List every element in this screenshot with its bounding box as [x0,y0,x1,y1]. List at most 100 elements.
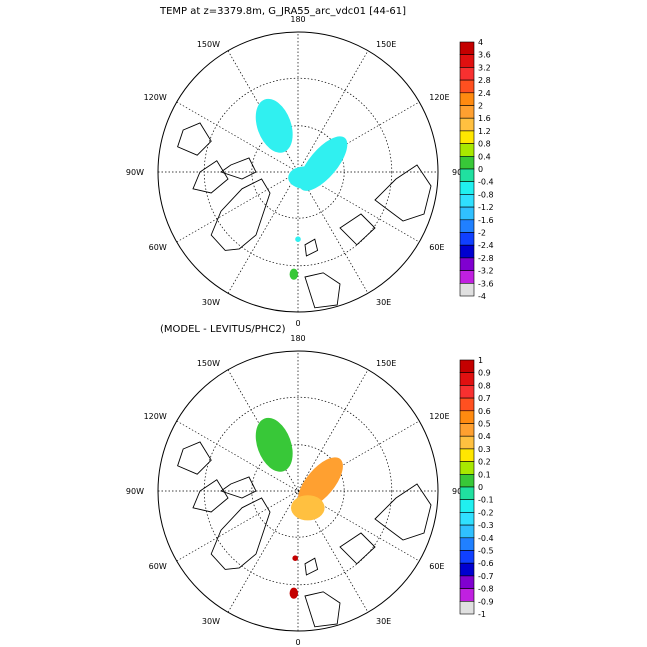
map-panel-2: 180 0 90W 90E 150W 150E 120W 120E 60W 60E 30W 30E 1 0… [126,334,494,647]
colorbar-box [459,67,475,81]
colorbar-tick-label: 1.6 [478,114,491,123]
colorbar-tick-label: 4 [478,38,483,47]
colorbar-box [459,512,475,526]
colorbar-tick-label: -0.4 [478,534,494,543]
longitude-label: 90E [452,487,467,496]
colorbar-tick-label: -3.6 [478,279,494,288]
colorbar-tick-label: -1 [478,610,486,619]
colorbar-tick-label: -0.5 [478,547,494,556]
colorbar-box [459,156,475,170]
coastline [304,238,319,257]
longitude-label: 90W [126,168,144,177]
colorbar-box [459,499,475,513]
colorbar-tick-label: 3.6 [478,51,491,60]
data-patch [289,268,298,280]
data-patch [255,417,293,472]
longitude-label: 60E [429,562,444,571]
colorbar-box [459,550,475,564]
colorbar-tick-label: 0 [478,165,483,174]
coastline [339,532,376,565]
colorbar-box [459,206,475,221]
colorbar-box [459,600,475,615]
colorbar-tick-label: 0.9 [478,369,491,378]
longitude-label: 150E [376,359,396,368]
longitude-label: 180 [290,334,305,343]
colorbar-box [459,270,475,284]
colorbar-tick-label: 0.3 [478,445,491,454]
colorbar-tick-label: -0.9 [478,597,494,606]
coastline [192,160,229,194]
colorbar-box [459,181,475,195]
coastline [374,483,432,541]
colorbar-tick-label: -0.8 [478,190,494,199]
coastline [210,178,271,251]
meridian-line [227,369,369,613]
colorbar-box [459,524,475,539]
colorbar-box [459,244,475,259]
colorbar-tick-label: 0.1 [478,470,491,479]
colorbar-box [459,143,475,157]
colorbar-box [459,168,475,182]
longitude-label: 90E [452,168,467,177]
colorbar-tick-label: -0.2 [478,508,494,517]
colorbar-tick-label: -1.2 [478,203,494,212]
coastline [304,557,319,576]
colorbar-box [459,385,475,399]
longitude-label: 150E [376,40,396,49]
longitude-label: 0 [295,319,300,328]
colorbar-tick-label: -0.7 [478,572,494,581]
coastline [192,479,229,513]
longitude-label: 180 [290,15,305,24]
longitude-label: 150W [197,359,220,368]
colorbar-box [459,54,475,68]
colorbar-tick-label: 0 [478,483,483,492]
colorbar-tick-label: -1.6 [478,216,494,225]
colorbar-box [459,486,475,500]
colorbar-box [459,397,475,412]
colorbar-tick-label: 0.8 [478,140,491,149]
colorbar-box [459,537,475,551]
data-patch [295,236,301,242]
longitude-label: 30E [376,298,391,307]
colorbar-tick-label: 3.2 [478,63,491,72]
colorbar-2: 1 0.9 0.8 0.7 0.6 0.5 0.4 0.3 0.2 0.1 0 -0.1 -0.2 -0.… [459,356,494,619]
colorbar-box [459,92,475,106]
coastline [177,441,212,475]
colorbar-tick-label: -2.8 [478,254,494,263]
data-patch [291,495,325,521]
longitude-label: 60W [149,562,167,571]
longitude-label: 30W [202,617,220,626]
longitude-label: 150W [197,40,220,49]
colorbar-box [459,588,475,602]
data-patch [289,587,298,599]
colorbar-tick-label: 1 [478,356,483,365]
colorbar-tick-label: -4 [478,292,486,301]
colorbar-box [459,562,475,577]
colorbar-box [459,435,475,450]
colorbar-box [459,194,475,208]
panel-2-title: (MODEL - LEVITUS/PHC2) [160,324,286,335]
colorbar-tick-label: 0.4 [478,432,491,441]
colorbar-tick-label: 0.4 [478,152,491,161]
data-patch [292,555,299,561]
colorbar-tick-label: 2 [478,102,483,111]
colorbar-tick-label: -0.1 [478,496,494,505]
colorbar-box [459,257,475,271]
colorbar-box [459,410,475,424]
longitude-label: 120E [429,93,449,102]
panel-1-title: TEMP at z=3379.8m, G_JRA55_arc_vdc01 [44… [160,6,407,17]
colorbar-tick-label: -2 [478,229,486,238]
longitude-label: 120W [144,412,167,421]
colorbar-box [459,448,475,462]
longitude-label: 120W [144,93,167,102]
colorbar-box [459,575,475,589]
colorbar-tick-label: 2.4 [478,89,491,98]
colorbar-box [459,41,475,55]
coastline [177,122,212,156]
colorbar-box [459,219,475,233]
colorbar-tick-label: 0.2 [478,458,491,467]
meridian-line [227,369,369,613]
colorbar-box [459,232,475,246]
colorbar-tick-label: -0.8 [478,585,494,594]
colorbar-tick-label: -3.2 [478,267,494,276]
